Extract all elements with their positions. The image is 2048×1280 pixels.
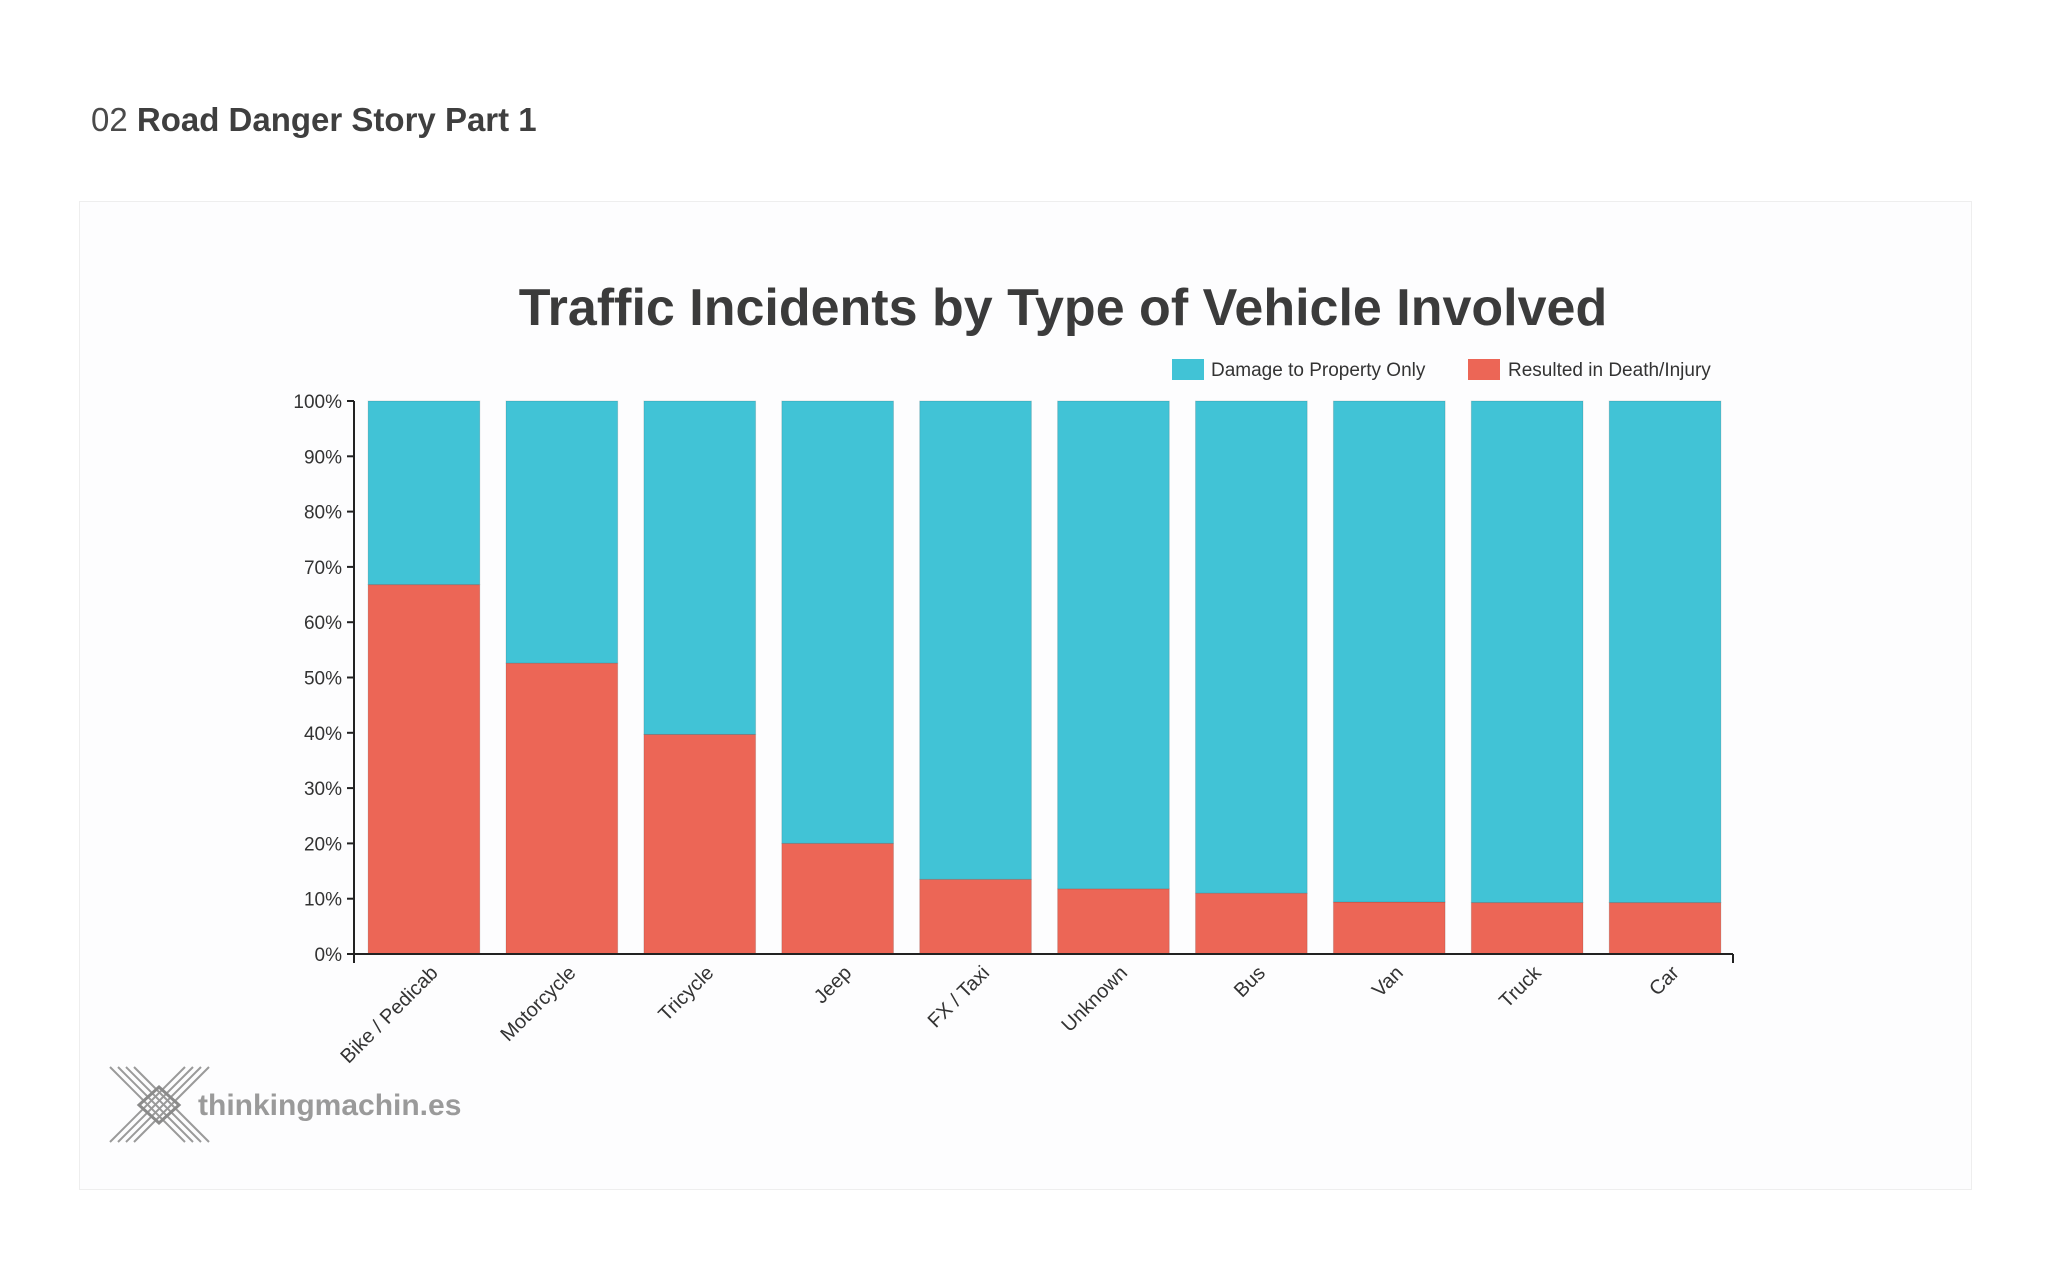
x-tick-label: Jeep	[810, 962, 856, 1008]
x-tick-label: Van	[1368, 962, 1408, 1002]
logo-text: thinkingmachin.es	[198, 1089, 461, 1122]
x-tick-label: Unknown	[1057, 962, 1132, 1037]
bar-injury	[505, 662, 619, 955]
bar-property	[1470, 400, 1584, 904]
bars	[367, 400, 1722, 955]
bar-property	[1332, 400, 1446, 903]
bar-injury	[1470, 902, 1584, 955]
y-tick-label: 50%	[304, 669, 342, 690]
y-axis: 0% 10% 20% 30% 40% 50% 60% 70% 80% 90% 100%	[293, 392, 355, 966]
y-tick-label: 60%	[304, 613, 342, 634]
bar-injury	[1608, 902, 1722, 955]
bar-property	[367, 400, 481, 586]
y-tick-label: 20%	[304, 834, 342, 855]
x-axis: Bike / Pedicab Motorcycle Tricycle Jeep FX /…	[337, 953, 1734, 1068]
bar-property	[1608, 400, 1722, 904]
legend: Damage to Property Only Resulted in Deat…	[1172, 359, 1711, 381]
x-tick-label: FX / Taxi	[924, 962, 994, 1032]
chart-title: Traffic Incidents by Type of Vehicle Inv…	[519, 279, 1607, 337]
y-tick-label: 100%	[293, 392, 342, 413]
logo: thinkingmachin.es	[109, 1066, 461, 1143]
bar-property	[505, 400, 619, 664]
logo-mark-icon	[109, 1066, 210, 1143]
legend-label-property: Damage to Property Only	[1211, 360, 1426, 381]
x-tick-label: Car	[1645, 962, 1684, 1001]
legend-swatch-property	[1172, 359, 1204, 380]
bar-property	[781, 400, 894, 844]
bar-injury	[1057, 888, 1170, 955]
legend-label-injury: Resulted in Death/Injury	[1508, 360, 1711, 381]
x-tick-label: Motorcycle	[496, 962, 580, 1046]
y-tick-label: 40%	[304, 724, 342, 745]
y-tick-label: 30%	[304, 779, 342, 800]
legend-swatch-injury	[1468, 359, 1500, 380]
y-tick-label: 90%	[304, 447, 342, 468]
section-title: Road Danger Story Part 1	[136, 101, 537, 138]
chart-svg: Traffic Incidents by Type of Vehicle Inv…	[109, 279, 1734, 1143]
bar-property	[919, 400, 1032, 880]
bar-injury	[781, 842, 894, 955]
y-tick-label: 10%	[304, 890, 342, 911]
x-tick-label: Bike / Pedicab	[337, 962, 443, 1068]
x-tick-label: Tricycle	[655, 962, 719, 1026]
bar-property	[643, 400, 757, 735]
bar-injury	[643, 733, 757, 955]
bar-injury	[1195, 892, 1308, 955]
y-tick-label: 70%	[304, 558, 342, 579]
bar-property	[1057, 400, 1170, 890]
bar-injury	[919, 878, 1032, 955]
y-tick-label: 0%	[315, 945, 343, 966]
x-tick-label: Truck	[1495, 961, 1546, 1012]
x-tick-label: Bus	[1230, 962, 1270, 1002]
y-tick-label: 80%	[304, 503, 342, 524]
section-number: 02	[91, 101, 128, 138]
bar-property	[1195, 400, 1308, 894]
chart-card: Traffic Incidents by Type of Vehicle Inv…	[79, 201, 1972, 1190]
bar-injury	[1332, 901, 1446, 955]
bar-injury	[367, 584, 481, 955]
section-heading: 02 Road Danger Story Part 1	[91, 101, 537, 139]
